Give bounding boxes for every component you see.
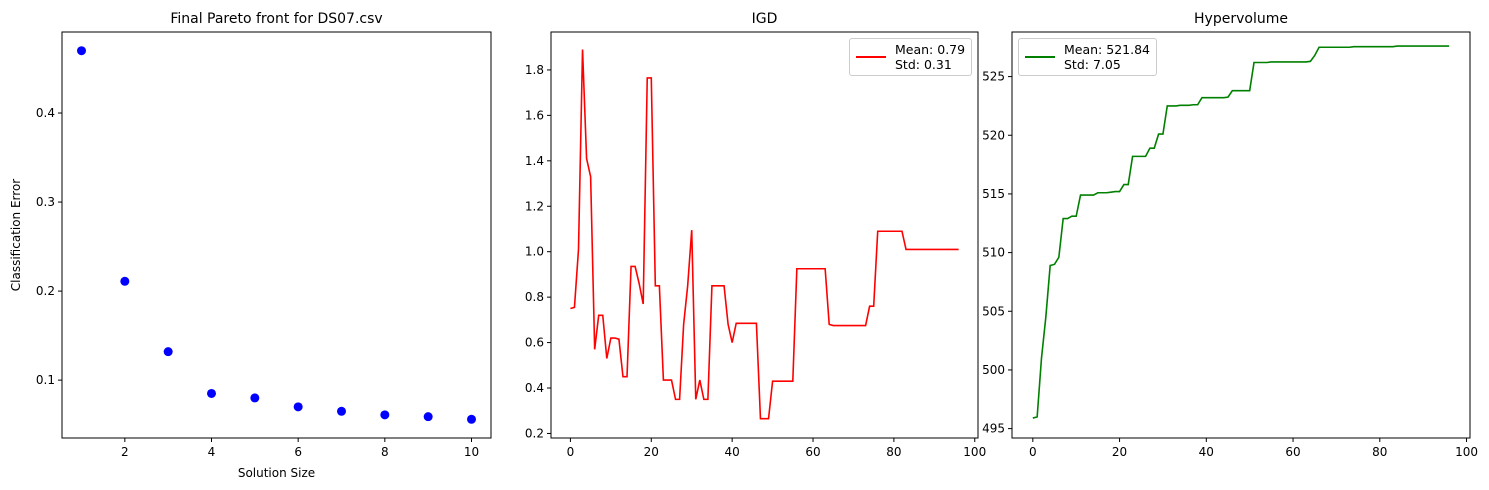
x-tick-label: 40 xyxy=(725,445,740,459)
x-tick-label: 80 xyxy=(886,445,901,459)
y-tick-label: 1.4 xyxy=(525,154,544,168)
legend: Mean: 0.79 Std: 0.31 xyxy=(849,38,973,76)
y-tick-label: 0.3 xyxy=(36,195,55,209)
x-tick-label: 60 xyxy=(805,445,820,459)
legend-label: Mean: 521.84 Std: 7.05 xyxy=(1064,42,1150,72)
x-tick-label: 0 xyxy=(1029,445,1037,459)
line xyxy=(570,49,959,420)
x-tick-label: 20 xyxy=(1112,445,1127,459)
plot-frame xyxy=(550,31,979,439)
y-tick-label: 515 xyxy=(982,187,1005,201)
y-tick-label: 0.6 xyxy=(525,336,544,350)
x-tick-label: 100 xyxy=(963,445,986,459)
x-tick-label: 60 xyxy=(1285,445,1300,459)
legend-swatch xyxy=(856,56,886,58)
y-tick-label: 500 xyxy=(982,363,1005,377)
chart-title: IGD xyxy=(752,11,778,27)
chart-title: Hypervolume xyxy=(1194,11,1288,27)
y-tick-label: 0.8 xyxy=(525,290,544,304)
y-tick-label: 520 xyxy=(982,128,1005,142)
y-tick-label: 0.2 xyxy=(525,426,544,440)
point xyxy=(467,414,476,424)
y-tick-label: 1.8 xyxy=(525,63,544,77)
legend-label: Mean: 0.79 Std: 0.31 xyxy=(895,42,966,72)
y-tick-label: 525 xyxy=(982,70,1005,84)
y-tick-label: 505 xyxy=(982,304,1005,318)
legend-swatch xyxy=(1025,56,1055,58)
x-axis-label: Solution Size xyxy=(238,466,315,480)
point xyxy=(423,412,433,422)
point xyxy=(163,347,173,357)
point xyxy=(337,406,346,416)
y-axis-label: Classification Error xyxy=(9,179,23,292)
point xyxy=(293,402,303,412)
x-tick-label: 4 xyxy=(208,445,216,459)
y-tick-label: 0.4 xyxy=(525,381,544,395)
x-tick-label: 6 xyxy=(294,445,302,459)
line xyxy=(1032,45,1450,419)
x-tick-label: 8 xyxy=(381,445,389,459)
plot-frame xyxy=(1011,31,1471,439)
chart-title: Final Pareto front for DS07.csv xyxy=(170,11,382,27)
x-tick-label: 40 xyxy=(1199,445,1214,459)
x-tick-label: 100 xyxy=(1455,445,1478,459)
y-tick-label: 1.2 xyxy=(525,199,544,213)
x-tick-label: 0 xyxy=(567,445,575,459)
y-tick-label: 0.2 xyxy=(36,284,55,298)
y-tick-label: 0.4 xyxy=(36,106,55,120)
plot-frame xyxy=(61,31,492,439)
y-tick-label: 1.6 xyxy=(525,108,544,122)
x-tick-label: 10 xyxy=(464,445,479,459)
legend: Mean: 521.84 Std: 7.05 xyxy=(1018,38,1157,76)
point xyxy=(120,276,130,286)
x-tick-label: 80 xyxy=(1372,445,1387,459)
y-tick-label: 495 xyxy=(982,422,1005,436)
point xyxy=(380,410,390,420)
y-tick-label: 510 xyxy=(982,246,1005,260)
point xyxy=(250,393,260,403)
y-tick-label: 1.0 xyxy=(525,245,544,259)
x-tick-label: 2 xyxy=(121,445,129,459)
point xyxy=(77,46,86,56)
point xyxy=(207,388,216,398)
x-tick-label: 20 xyxy=(644,445,659,459)
y-tick-label: 0.1 xyxy=(36,373,55,387)
